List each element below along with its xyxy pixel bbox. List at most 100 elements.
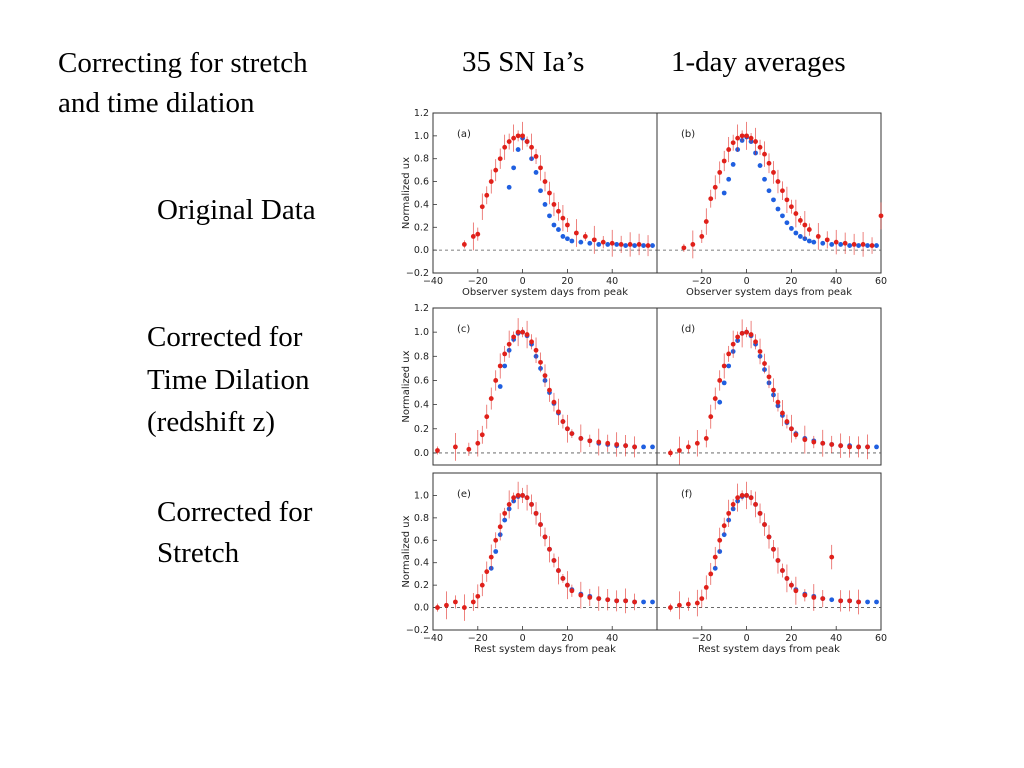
data-point-red [833,239,839,245]
data-point-red [708,196,714,202]
data-point-blue [780,213,785,219]
x-tick-label: −20 [468,633,488,644]
panel-b: −20 0 20 40 60 Observer system days from peak… [656,112,887,298]
data-point-blue [578,239,584,245]
x-tick-label: 0 [744,633,750,644]
y-tick-label: 1.2 [414,303,429,314]
data-point-red [506,502,512,507]
data-point-red [475,440,481,446]
data-point-red [775,399,781,405]
data-point-red [511,334,517,340]
data-point-red [815,234,821,239]
data-point-red [766,374,772,380]
data-point-red [493,378,499,383]
data-point-red [547,387,552,393]
data-point-red [784,576,790,581]
data-point-red [538,522,543,527]
data-point-red [775,558,781,563]
data-point-red [744,329,749,335]
data-point-red [699,234,705,239]
data-point-blue [641,444,646,450]
data-point-blue [829,597,835,603]
data-point-red [712,554,718,560]
y-tick-label: 0.8 [414,513,429,524]
data-point-red [789,204,794,210]
panel-label: (d) [681,324,695,335]
data-point-blue [856,243,861,248]
data-point-blue [820,240,826,246]
data-point-red [717,170,723,175]
data-point-blue [506,184,512,190]
x-tick-label: −20 [692,633,712,644]
data-point-red [484,414,490,420]
data-point-blue [726,363,732,369]
row-label-time-dilation-1: Corrected for [147,321,303,353]
data-point-red [533,154,539,159]
data-point-red [614,598,620,604]
data-point-red [708,414,714,420]
data-point-blue [762,176,767,182]
row-label-original: Original Data [157,194,316,226]
panel-f: −20 0 20 40 60 Rest system days from peak (f) [656,472,887,655]
data-point-red [762,151,767,157]
data-point-red [797,218,803,223]
slide-title-line1: Correcting for stretch [58,47,308,79]
data-point-red [762,361,767,366]
data-point-red [842,240,848,246]
data-point-red [623,443,629,449]
data-point-red [860,242,866,247]
data-point-red [609,240,615,246]
data-point-blue [650,599,655,605]
x-tick-label: −20 [468,276,488,287]
panel-c: 0.0 0.2 0.4 0.6 0.8 1.0 1.2 Normalized ux (c) [401,303,658,466]
data-point-red [757,510,763,516]
data-point-blue [726,176,732,182]
data-point-red [771,387,776,393]
data-point-red [529,502,534,507]
data-point-red [444,602,449,608]
data-point-red [520,493,525,498]
data-point-red [730,341,736,347]
data-point-red [775,179,781,184]
data-point-red [802,222,808,228]
y-tick-label: 1.0 [414,131,429,142]
data-point-red [685,601,691,607]
y-tick-label: −0.2 [406,268,429,279]
data-point-red [766,534,772,540]
data-point-red [582,234,588,239]
data-point-red [735,135,741,141]
data-point-red [757,144,763,150]
panel-label: (e) [457,489,471,500]
data-point-red [829,554,835,560]
y-axis-label: Normalized ux [401,350,412,422]
data-point-blue [565,236,570,242]
data-point-red [569,588,575,594]
data-point-red [780,410,785,416]
data-point-red [677,448,682,453]
data-point-blue [847,243,853,248]
data-point-blue [829,242,835,247]
y-tick-label: 0.4 [414,558,429,569]
data-point-red [614,442,620,447]
data-point-red [802,437,808,443]
x-tick-label: 40 [606,633,618,644]
data-point-blue [538,188,543,194]
data-point-blue [793,230,799,236]
data-point-red [578,436,584,441]
data-point-red [627,242,633,247]
data-point-red [793,588,799,594]
data-point-red [632,444,637,450]
data-point-red [435,605,440,610]
y-axis-label: Normalized ux [401,157,412,229]
data-point-red [470,234,476,239]
data-point-blue [757,163,763,168]
data-point-red [560,215,566,221]
x-tick-label: 20 [561,276,573,287]
header-averages: 1-day averages [671,46,846,78]
data-point-red [511,495,517,501]
data-point-red [560,576,566,581]
x-tick-label: 0 [520,633,526,644]
data-point-red [739,133,745,139]
panel-frame [656,307,882,466]
